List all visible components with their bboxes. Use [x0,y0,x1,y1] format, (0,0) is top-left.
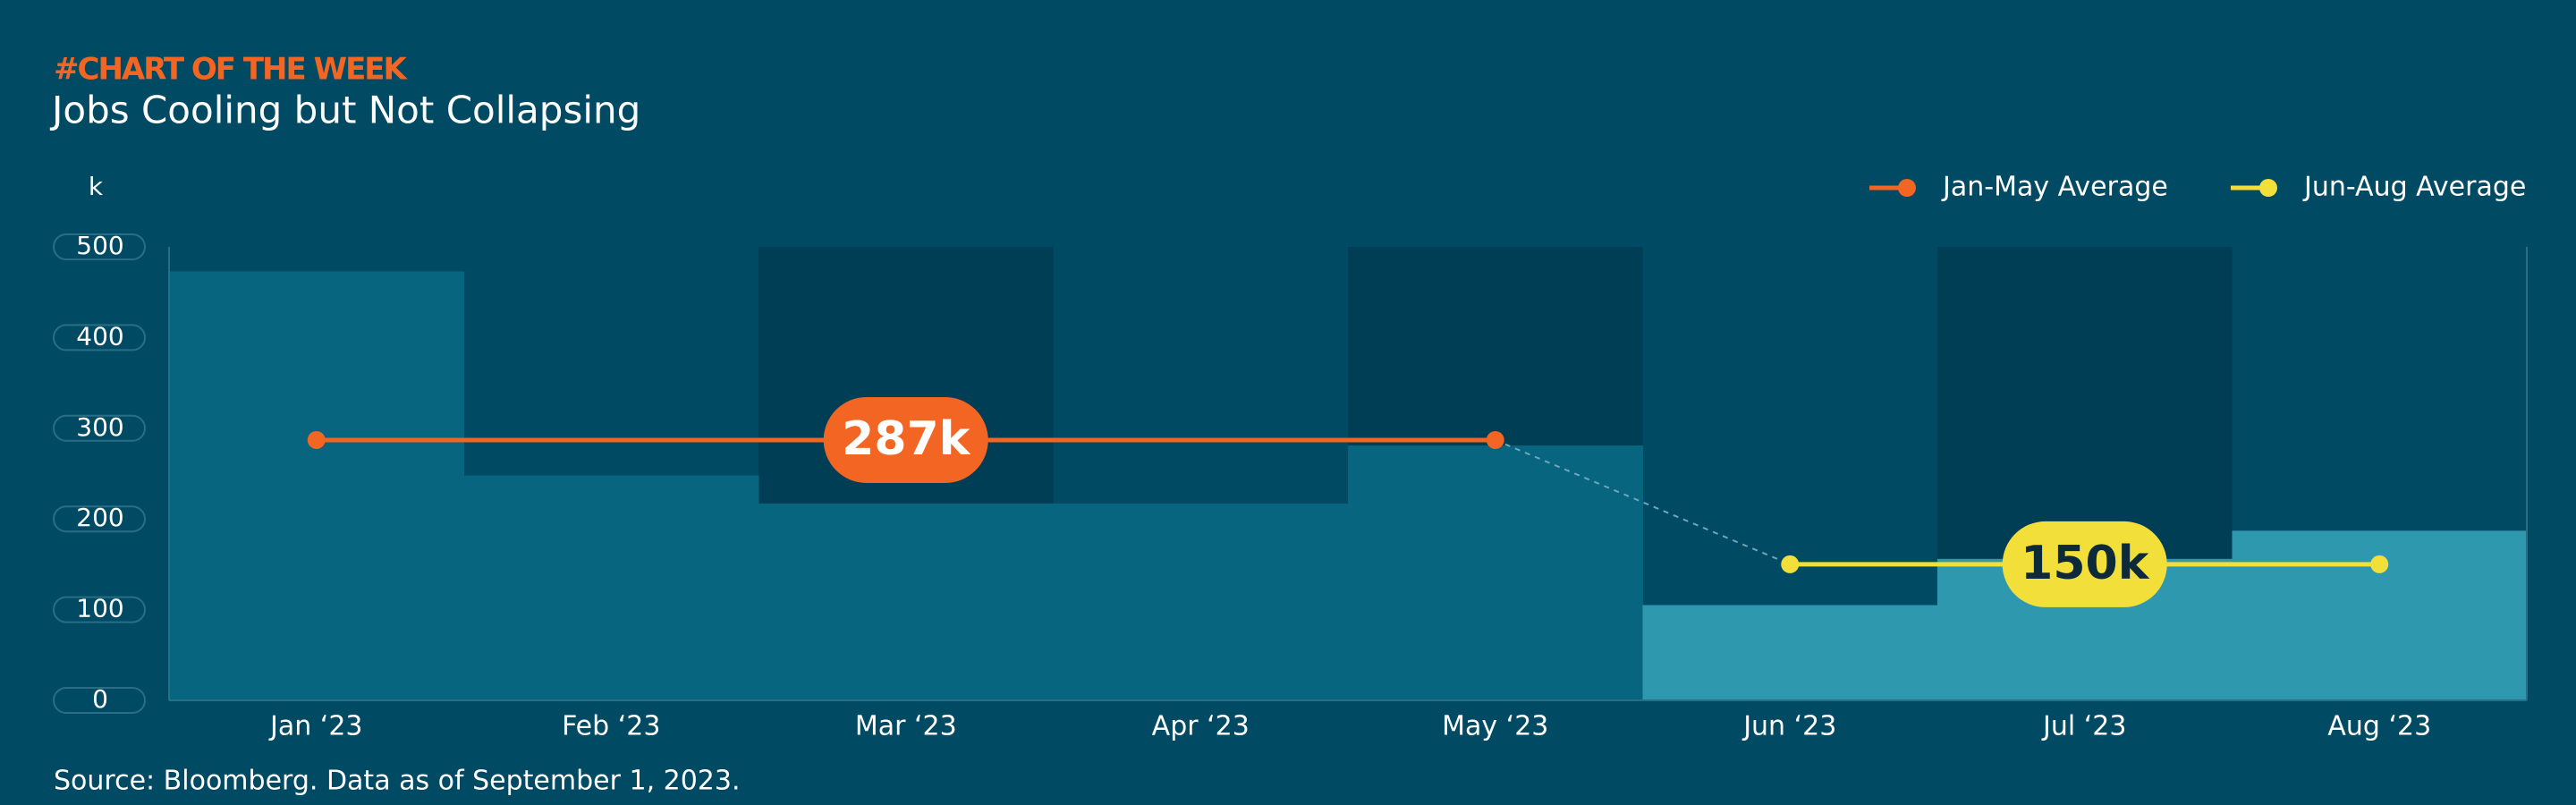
legend-label: Jun-Aug Average [2302,172,2526,203]
y-tick-pill [53,505,146,533]
average-point [307,430,326,449]
x-tick-label: Apr ‘23 [1152,711,1250,742]
y-tick-pill [53,414,146,442]
average-point [1781,555,1800,573]
y-tick-pill [53,233,146,260]
y-tick-label: 100 [76,594,123,623]
y-tick-label: 400 [76,321,123,351]
chart-title: Jobs Cooling but Not Collapsing [49,89,640,132]
y-tick-label: 300 [76,412,123,442]
y-tick-pill [53,324,146,352]
bar [1348,445,1643,700]
legend-point [2259,179,2277,197]
kicker: #CHART OF THE WEEK [54,52,409,88]
average-point [2370,555,2389,573]
x-tick-label: Jun ‘23 [1741,711,1836,742]
y-tick-label: 0 [92,684,108,714]
average-label: 287k [842,412,971,466]
average-label: 150k [2021,537,2150,590]
x-tick-label: Jan ‘23 [268,711,363,742]
source: Source: Bloomberg. Data as of September … [54,766,741,797]
bar [169,271,464,700]
average-pill [823,396,988,483]
x-tick-label: Aug ‘23 [2327,711,2431,742]
bars [169,271,2528,700]
legend-point [1898,179,1916,197]
x-tick-label: Jul ‘23 [2041,711,2126,742]
average-pill [2002,521,2167,607]
bar [758,503,1054,700]
y-unit: k [89,172,104,201]
bar [1053,503,1349,700]
bar [463,475,759,700]
average-point [1486,430,1504,449]
y-tick-pill [53,596,146,623]
y-tick-label: 200 [76,503,123,532]
x-tick-label: Mar ‘23 [855,711,957,742]
y-tick-label: 500 [76,231,123,260]
y-tick-pill [53,687,146,714]
x-tick-label: Feb ‘23 [562,711,660,742]
bar [1642,605,1938,700]
x-tick-label: May ‘23 [1442,711,1548,742]
foreground: 0 100 200 300 400 500 Jan ‘23 Feb ‘23 Mar ‘23 Apr… [53,172,2528,742]
legend-label: Jan-May Average [1941,172,2168,203]
